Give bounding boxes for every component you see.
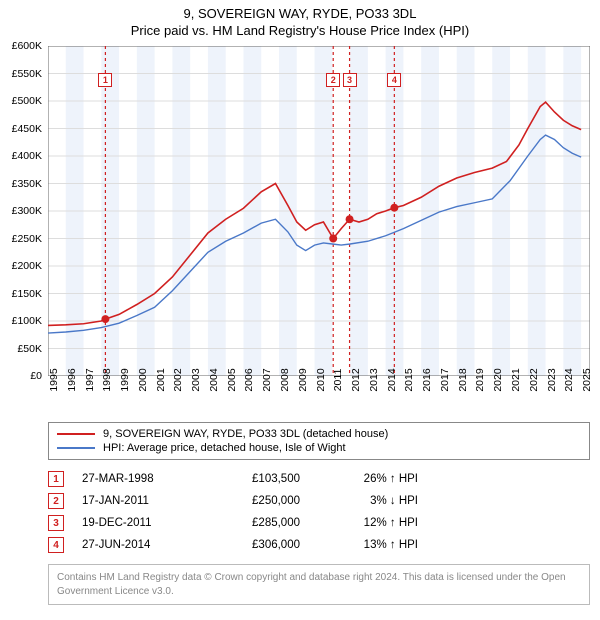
event-date: 17-JAN-2011 (82, 495, 192, 507)
y-axis-label: £450K (12, 123, 42, 135)
event-row: 2 17-JAN-2011 £250,000 3% ↓ HPI (48, 490, 590, 512)
legend-swatch (57, 433, 95, 435)
x-axis-label: 1995 (48, 368, 60, 391)
event-pct: 26% ↑ HPI (318, 473, 418, 485)
chart-container: 9, SOVEREIGN WAY, RYDE, PO33 3DL Price p… (0, 0, 600, 605)
event-marker: 2 (48, 493, 64, 509)
x-axis-label: 2013 (368, 368, 380, 391)
legend-label: 9, SOVEREIGN WAY, RYDE, PO33 3DL (detach… (103, 428, 388, 440)
y-axis-label: £50K (17, 343, 42, 355)
x-axis-label: 2021 (510, 368, 522, 391)
legend-label: HPI: Average price, detached house, Isle… (103, 442, 346, 454)
event-date: 27-MAR-1998 (82, 473, 192, 485)
event-marker-3: 3 (343, 73, 357, 87)
event-price: £285,000 (210, 517, 300, 529)
x-axis-label: 2005 (226, 368, 238, 391)
event-date: 27-JUN-2014 (82, 539, 192, 551)
title-address: 9, SOVEREIGN WAY, RYDE, PO33 3DL (0, 6, 600, 21)
legend-swatch (57, 447, 95, 449)
x-axis-label: 2000 (137, 368, 149, 391)
event-pct: 12% ↑ HPI (318, 517, 418, 529)
x-axis-label: 1997 (84, 368, 96, 391)
event-price: £103,500 (210, 473, 300, 485)
legend-row: 9, SOVEREIGN WAY, RYDE, PO33 3DL (detach… (57, 427, 581, 441)
event-row: 1 27-MAR-1998 £103,500 26% ↑ HPI (48, 468, 590, 490)
x-axis-label: 2001 (155, 368, 167, 391)
x-axis-labels: 1995199619971998199920002001200220032004… (48, 376, 590, 416)
x-axis-label: 2002 (172, 368, 184, 391)
x-axis-label: 2015 (403, 368, 415, 391)
x-axis-label: 1998 (101, 368, 113, 391)
x-axis-label: 2020 (492, 368, 504, 391)
x-axis-label: 1999 (119, 368, 131, 391)
x-axis-label: 2004 (208, 368, 220, 391)
event-pct: 3% ↓ HPI (318, 495, 418, 507)
event-marker: 1 (48, 471, 64, 487)
y-axis-label: £100K (12, 315, 42, 327)
x-axis-label: 2019 (474, 368, 486, 391)
x-axis-label: 2022 (528, 368, 540, 391)
legend: 9, SOVEREIGN WAY, RYDE, PO33 3DL (detach… (48, 422, 590, 460)
x-axis-label: 2003 (190, 368, 202, 391)
legend-row: HPI: Average price, detached house, Isle… (57, 441, 581, 455)
y-axis-label: £300K (12, 205, 42, 217)
x-axis-label: 2011 (332, 369, 344, 392)
y-axis-label: £250K (12, 233, 42, 245)
attribution: Contains HM Land Registry data © Crown c… (48, 564, 590, 605)
y-axis-label: £350K (12, 178, 42, 190)
x-axis-label: 2012 (350, 368, 362, 391)
x-axis-label: 2008 (279, 368, 291, 391)
title-subtitle: Price paid vs. HM Land Registry's House … (0, 23, 600, 38)
event-marker-2: 2 (326, 73, 340, 87)
x-axis-label: 2016 (421, 368, 433, 391)
y-axis-label: £600K (12, 40, 42, 52)
plot-svg (48, 46, 590, 376)
event-marker-4: 4 (387, 73, 401, 87)
chart-area: £0£50K£100K£150K£200K£250K£300K£350K£400… (48, 46, 590, 376)
y-axis-label: £200K (12, 260, 42, 272)
x-axis-label: 2009 (297, 368, 309, 391)
event-price: £250,000 (210, 495, 300, 507)
x-axis-label: 2007 (261, 368, 273, 391)
event-date: 19-DEC-2011 (82, 517, 192, 529)
y-axis-labels: £0£50K£100K£150K£200K£250K£300K£350K£400… (0, 46, 44, 376)
x-axis-label: 2023 (546, 368, 558, 391)
event-row: 3 19-DEC-2011 £285,000 12% ↑ HPI (48, 512, 590, 534)
y-axis-label: £500K (12, 95, 42, 107)
events-table: 1 27-MAR-1998 £103,500 26% ↑ HPI 2 17-JAN-201… (48, 468, 590, 556)
event-marker: 3 (48, 515, 64, 531)
x-axis-label: 2024 (563, 368, 575, 391)
event-marker: 4 (48, 537, 64, 553)
y-axis-label: £550K (12, 68, 42, 80)
event-row: 4 27-JUN-2014 £306,000 13% ↑ HPI (48, 534, 590, 556)
titles: 9, SOVEREIGN WAY, RYDE, PO33 3DL Price p… (0, 0, 600, 38)
y-axis-label: £150K (12, 288, 42, 300)
x-axis-label: 2006 (243, 368, 255, 391)
x-axis-label: 2014 (386, 368, 398, 391)
event-price: £306,000 (210, 539, 300, 551)
x-axis-label: 2017 (439, 368, 451, 391)
event-marker-1: 1 (98, 73, 112, 87)
x-axis-label: 2010 (315, 368, 327, 391)
x-axis-label: 2025 (581, 368, 593, 391)
x-axis-label: 1996 (66, 368, 78, 391)
x-axis-label: 2018 (457, 368, 469, 391)
y-axis-label: £0 (30, 370, 42, 382)
y-axis-label: £400K (12, 150, 42, 162)
event-pct: 13% ↑ HPI (318, 539, 418, 551)
